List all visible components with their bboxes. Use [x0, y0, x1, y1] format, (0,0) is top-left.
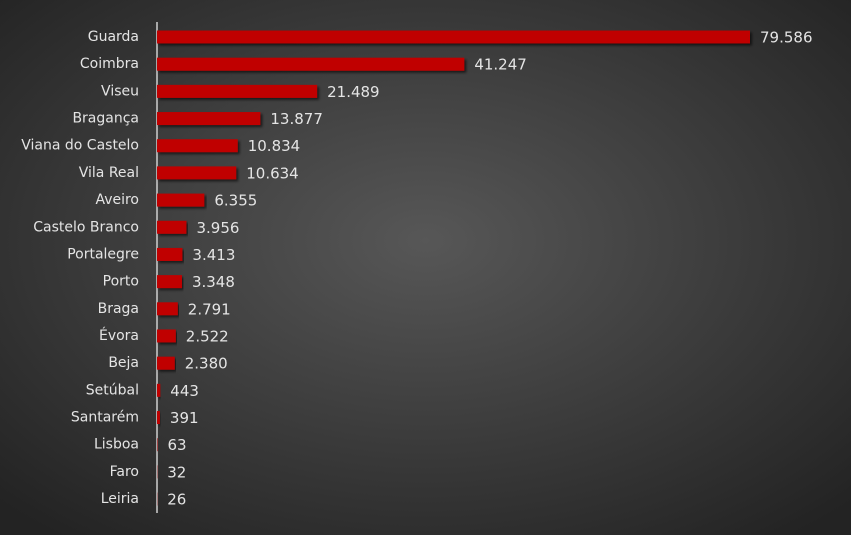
data-label: 2.522: [186, 327, 229, 345]
category-label: Bragança: [72, 111, 139, 127]
data-label: 10.834: [248, 137, 301, 155]
category-label: Faro: [110, 464, 139, 480]
category-label: Aveiro: [95, 192, 139, 208]
data-label: 2.380: [185, 355, 228, 373]
data-label: 21.489: [327, 83, 380, 101]
bar: [157, 139, 238, 153]
bar: [157, 302, 178, 316]
category-label: Setúbal: [86, 382, 139, 398]
data-label: 3.956: [196, 219, 239, 237]
category-label: Vila Real: [79, 165, 139, 181]
category-label: Beja: [108, 355, 139, 371]
category-label: Viseu: [101, 83, 139, 99]
category-label: Viana do Castelo: [21, 138, 139, 154]
data-label: 3.413: [192, 246, 235, 264]
category-label: Évora: [99, 327, 139, 344]
category-label: Leiria: [101, 491, 139, 507]
data-label: 32: [167, 463, 186, 481]
data-label: 26: [167, 491, 186, 509]
bar: [157, 411, 160, 425]
bar: [157, 112, 261, 126]
bar: [157, 57, 465, 71]
data-label: 391: [170, 409, 199, 427]
category-label: Lisboa: [94, 437, 139, 453]
bar: [157, 84, 318, 98]
data-label: 63: [167, 436, 186, 454]
bar: [157, 247, 183, 261]
data-label: 10.634: [246, 164, 299, 182]
category-label: Portalegre: [67, 246, 139, 262]
category-label: Porto: [103, 274, 139, 290]
bar: [157, 275, 182, 289]
data-label: 6.355: [214, 192, 257, 210]
bar: [157, 30, 750, 44]
data-label: 2.791: [188, 300, 231, 318]
bar: [157, 220, 187, 234]
data-label: 3.348: [192, 273, 235, 291]
category-label: Coimbra: [80, 56, 139, 72]
data-label: 79.586: [760, 29, 813, 47]
bar: [157, 383, 161, 397]
category-label: Santarém: [71, 410, 139, 426]
bar: [157, 329, 176, 343]
bar: [157, 166, 237, 180]
bar: [157, 356, 175, 370]
category-label: Braga: [98, 301, 139, 317]
data-label: 41.247: [474, 56, 527, 74]
category-label: Castelo Branco: [33, 219, 139, 235]
bar: [157, 193, 205, 207]
category-label: Guarda: [88, 29, 139, 45]
data-label: 13.877: [270, 110, 323, 128]
data-label: 443: [170, 382, 199, 400]
